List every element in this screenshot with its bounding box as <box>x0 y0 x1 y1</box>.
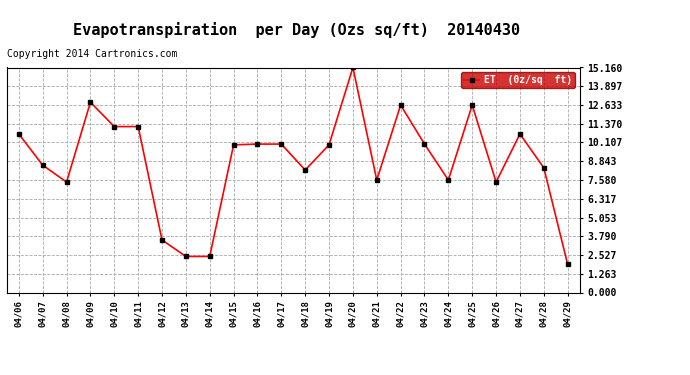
Legend: ET  (0z/sq  ft): ET (0z/sq ft) <box>462 72 575 88</box>
Text: Copyright 2014 Cartronics.com: Copyright 2014 Cartronics.com <box>7 49 177 59</box>
Text: Evapotranspiration  per Day (Ozs sq/ft)  20140430: Evapotranspiration per Day (Ozs sq/ft) 2… <box>73 22 520 39</box>
